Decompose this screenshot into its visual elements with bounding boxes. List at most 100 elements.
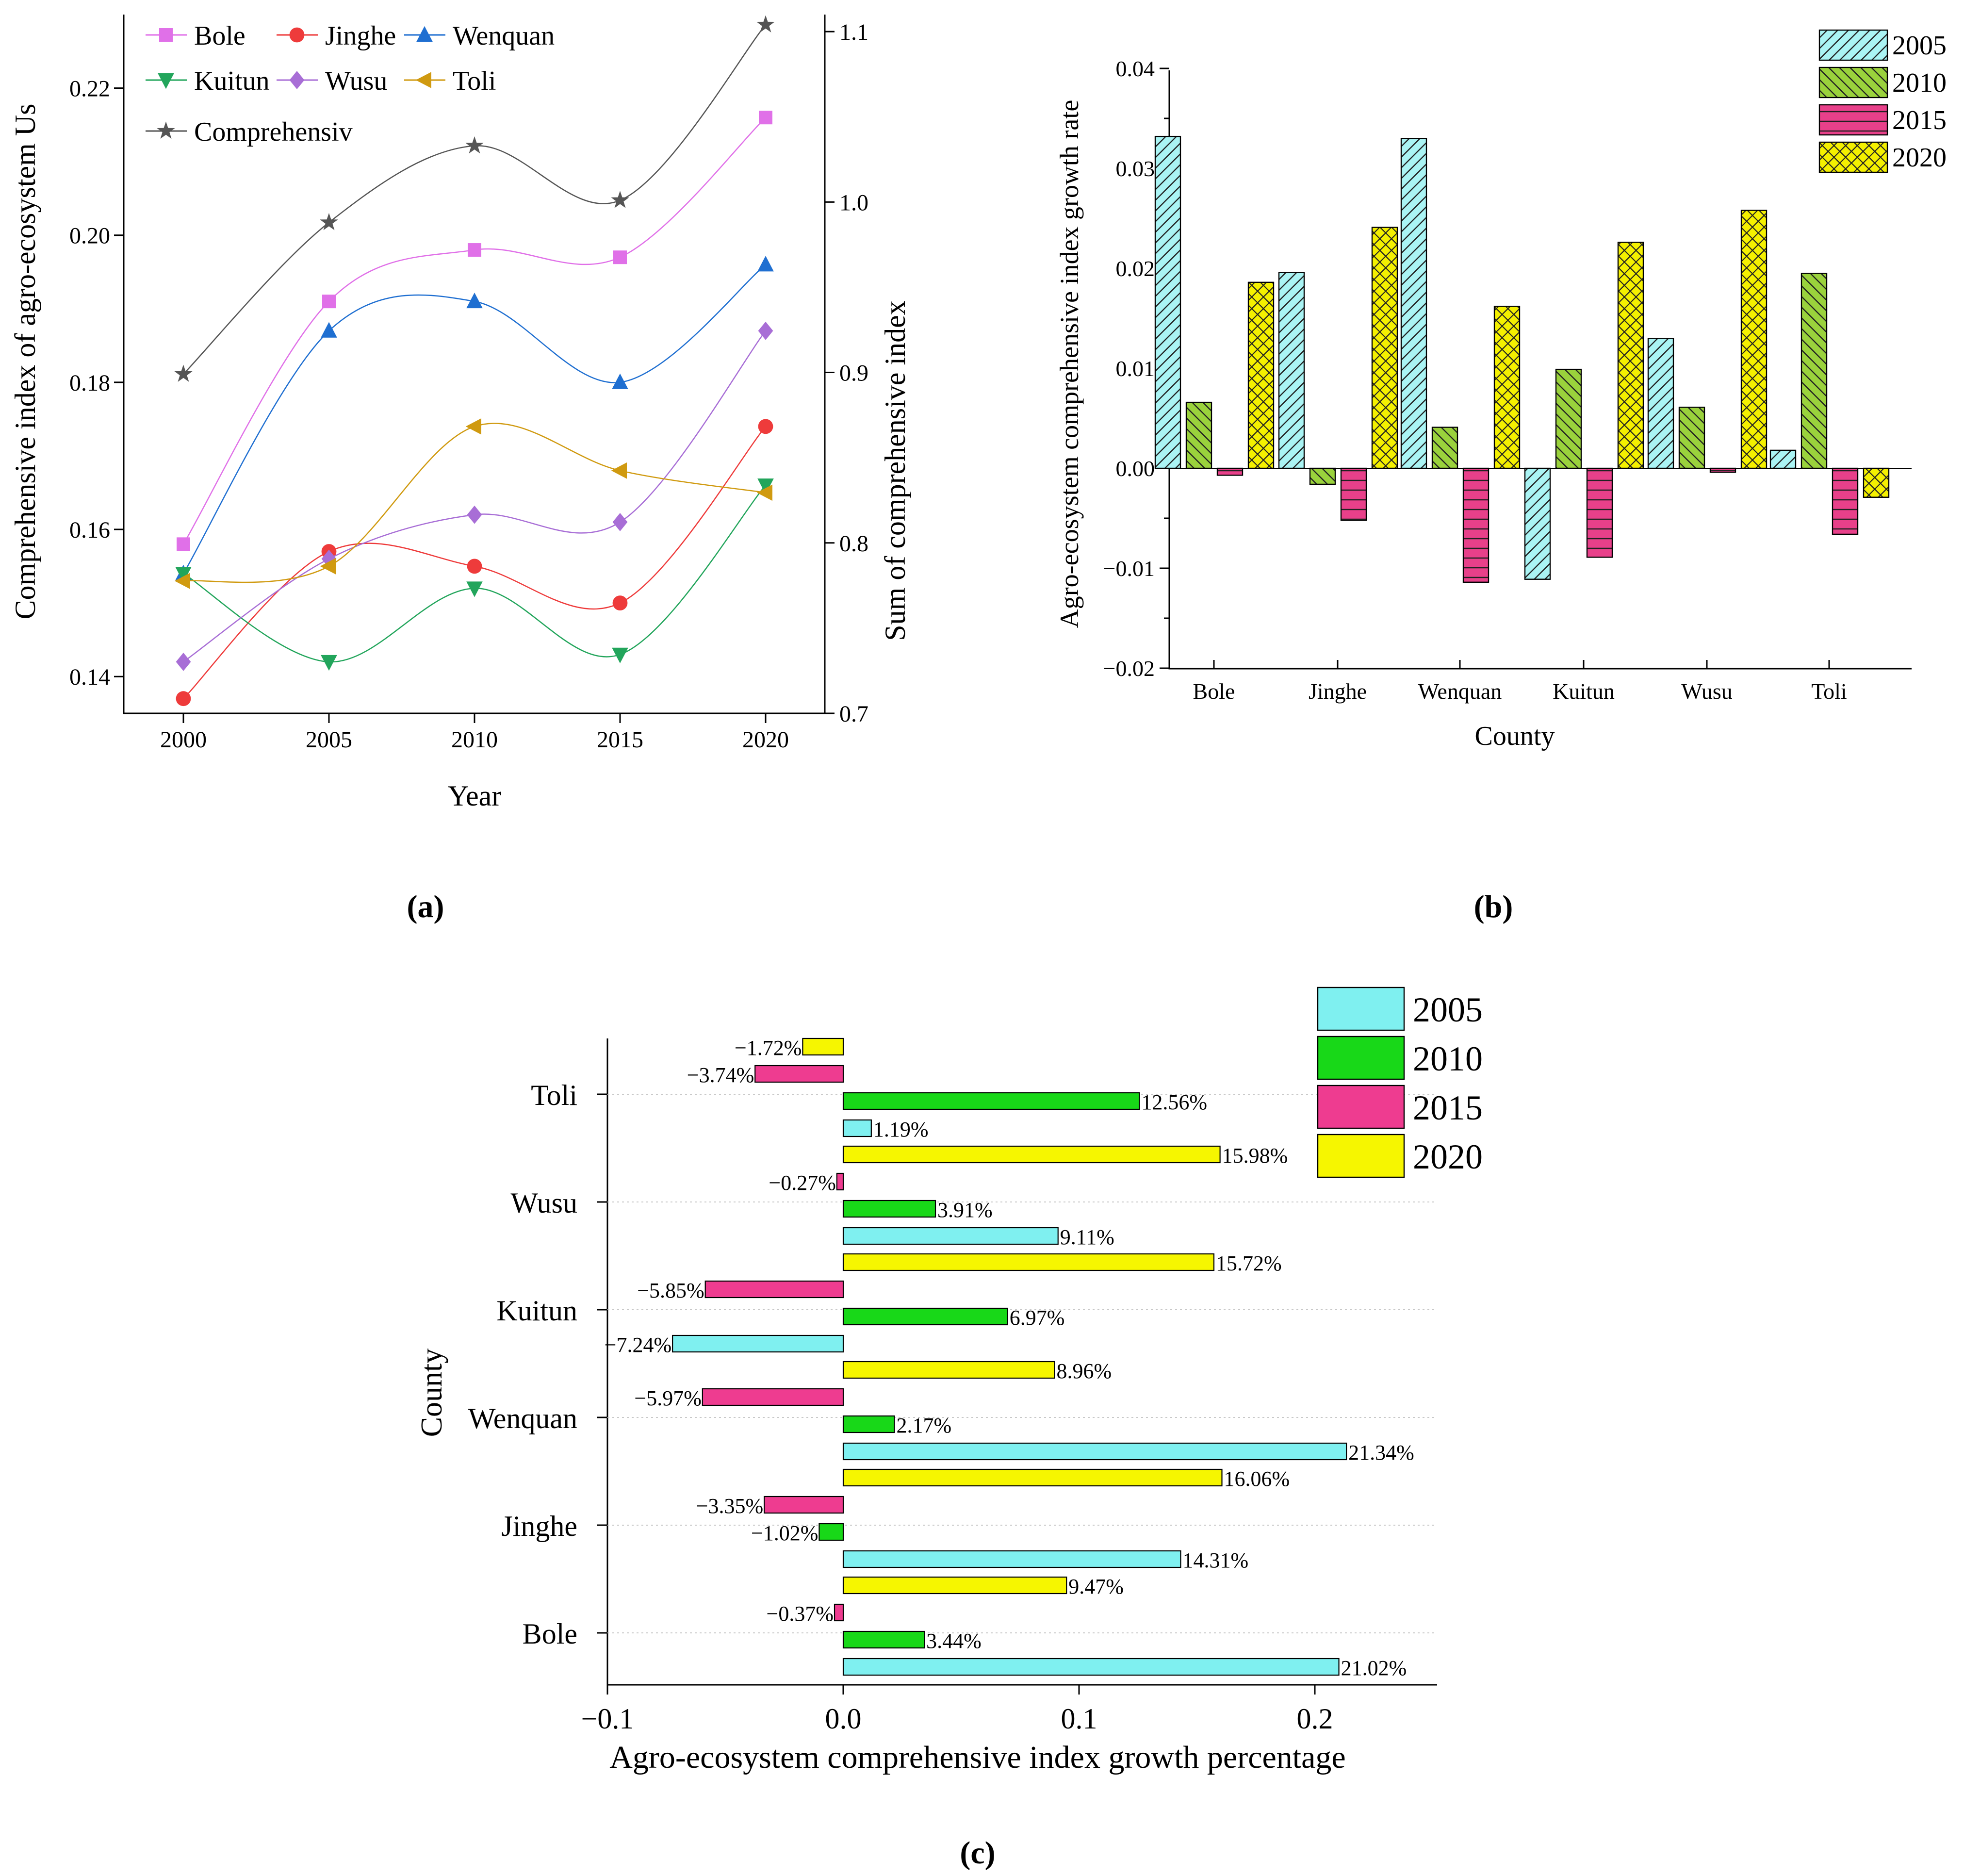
panel-a-legend-marker bbox=[416, 26, 433, 42]
panel-c-legend-swatch bbox=[1317, 987, 1405, 1031]
panel-c-bar-2005-jinghe bbox=[842, 1550, 1181, 1568]
panel-b-bar-hatch bbox=[1524, 467, 1551, 580]
panel-a-point-toli bbox=[465, 418, 481, 435]
panel-c-xtick-label: 0.2 bbox=[1297, 1703, 1333, 1735]
panel-b-ytick-label: −0.02 bbox=[1103, 656, 1155, 681]
panel-b-legend-label: 2020 bbox=[1892, 143, 1947, 173]
panel-b-bar-hatch bbox=[1340, 467, 1367, 521]
panel-b-ytick-label: 0.01 bbox=[1116, 356, 1155, 381]
panel-c-bar-2010-wenquan bbox=[842, 1415, 895, 1433]
panel-c-ytick-label: Wusu bbox=[510, 1187, 577, 1219]
panel-b-bar-hatch bbox=[1769, 449, 1797, 469]
panel-c-bar-2015-kuitun bbox=[704, 1280, 844, 1299]
panel-a-point-wenquan bbox=[321, 322, 337, 338]
panel-a-point-wenquan bbox=[757, 256, 774, 272]
panel-b-bar-hatch bbox=[1586, 467, 1613, 558]
panel-a-ytick-right-label: 0.8 bbox=[839, 531, 868, 557]
panel-a-point-bole bbox=[613, 250, 627, 264]
panel-c-bar-label: 1.19% bbox=[873, 1118, 929, 1141]
panel-a-ytick-label: 0.16 bbox=[69, 517, 110, 543]
panel-a-xtick-label: 2015 bbox=[597, 727, 643, 753]
panel-a-point-comprehensiv bbox=[756, 15, 775, 33]
panel-a-legend-marker bbox=[289, 71, 305, 89]
panel-b-bar-hatch bbox=[1863, 467, 1890, 498]
panel-b-ytick-label: 0.00 bbox=[1116, 456, 1155, 481]
panel-c-bar-2015-jinghe bbox=[764, 1496, 844, 1514]
panel-c-bar-label: 8.96% bbox=[1056, 1359, 1112, 1383]
panel-b-xtick-label: Kuitun bbox=[1553, 679, 1615, 704]
panel-a-point-wusu bbox=[758, 321, 773, 340]
panel-c-bar-label: 15.72% bbox=[1216, 1251, 1282, 1275]
panel-a-point-bole bbox=[322, 295, 336, 309]
panel-c-bar-label: 14.31% bbox=[1182, 1548, 1248, 1572]
panel-a-line-wenquan bbox=[182, 264, 766, 574]
panel-c-bar-2005-toli bbox=[842, 1119, 872, 1137]
panel-a-ytick-label: 0.20 bbox=[69, 223, 110, 249]
panel-a-legend-label: Jinghe bbox=[325, 21, 396, 51]
panel-b-xtick-label: Wenquan bbox=[1418, 679, 1502, 704]
panel-b-legend-label: 2010 bbox=[1892, 68, 1947, 98]
panel-b-bar-hatch bbox=[1462, 467, 1489, 583]
panel-a-legend-label: Toli bbox=[453, 66, 496, 96]
panel-a-point-comprehensiv bbox=[611, 191, 629, 208]
panel-c-label: (c) bbox=[960, 1835, 995, 1871]
panel-a-point-jinghe bbox=[176, 691, 191, 707]
panel-b-bar-hatch bbox=[1832, 467, 1859, 535]
panel-c-bar-label: 15.98% bbox=[1222, 1144, 1288, 1168]
panel-a-ylabel-right: Sum of comprehensive index bbox=[879, 300, 911, 641]
panel-c-xtick-label: −0.1 bbox=[581, 1703, 634, 1735]
panel-c-bar-2020-wusu bbox=[842, 1145, 1221, 1164]
panel-a-point-jinghe bbox=[612, 595, 628, 611]
panel-b-legend-label: 2015 bbox=[1892, 105, 1947, 135]
panel-a-point-wusu bbox=[321, 549, 337, 568]
panel-a-point-bole bbox=[177, 537, 190, 551]
panel-b-xtick-label: Toli bbox=[1811, 679, 1847, 704]
panel-a-point-jinghe bbox=[758, 419, 773, 434]
panel-c-plot: −0.1 0.0 0.1 0.2 Bole Jinghe Wenquan Kuitun Wusu… bbox=[468, 987, 1483, 1735]
panel-b-plot: −0.02 −0.01 0.00 0.01 0.02 0.03 0.04 Bole Jinghe… bbox=[1103, 29, 1947, 704]
panel-b-xtick-label: Wusu bbox=[1681, 679, 1732, 704]
panel-c-bar-label: −0.27% bbox=[769, 1171, 835, 1195]
panel-c-xtick-label: 0.1 bbox=[1061, 1703, 1097, 1735]
panel-c-bar-label: −1.02% bbox=[751, 1521, 818, 1545]
panel-b-bar-hatch bbox=[1278, 272, 1305, 469]
panel-c-bar-2015-toli bbox=[754, 1065, 844, 1083]
panel-a-point-toli bbox=[320, 558, 336, 575]
panel-a-label: (a) bbox=[407, 889, 444, 924]
panel-a-ylabel: Comprehensive index of agro-ecosystem Us bbox=[9, 103, 41, 619]
panel-a-point-toli bbox=[611, 462, 627, 479]
panel-a-point-wenquan bbox=[612, 373, 628, 389]
panel-c: −0.1 0.0 0.1 0.2 Bole Jinghe Wenquan Kuitun Wusu… bbox=[415, 987, 1483, 1871]
panel-c-bar-label: −0.37% bbox=[767, 1602, 834, 1626]
panel-a-point-wusu bbox=[612, 512, 628, 531]
panel-c-bar-2020-jinghe bbox=[842, 1468, 1223, 1487]
panel-a-legend-marker bbox=[289, 27, 305, 43]
panel-a-point-bole bbox=[468, 243, 481, 257]
panel-c-ytick-label: Bole bbox=[523, 1618, 577, 1650]
panel-a-line-bole bbox=[182, 117, 766, 545]
panel-b-bar-hatch bbox=[1647, 338, 1674, 469]
panel-a-ytick-right-label: 0.9 bbox=[839, 361, 868, 386]
panel-a-xtick-label: 2020 bbox=[742, 727, 789, 753]
panel-a-point-bole bbox=[759, 111, 772, 125]
panel-a-point-comprehensiv bbox=[174, 364, 193, 382]
panel-c-bar-label: −5.97% bbox=[634, 1386, 701, 1410]
panel-b-legend-swatch-hatch bbox=[1818, 66, 1888, 99]
panel-b-bar-hatch bbox=[1493, 306, 1521, 469]
panel-a-legend-label: Comprehensiv bbox=[194, 117, 353, 147]
panel-b-bar-hatch bbox=[1309, 467, 1336, 485]
panel-c-bar-label: −1.72% bbox=[735, 1036, 802, 1060]
panel-c-bar-2010-bole bbox=[842, 1630, 925, 1649]
panel-a-legend-marker bbox=[415, 72, 431, 88]
panel-c-bar-2015-bole bbox=[834, 1603, 844, 1622]
panel-a-point-comprehensiv bbox=[465, 136, 484, 154]
panel-c-bar-label: −3.35% bbox=[696, 1494, 763, 1518]
panel-b-xtick-label: Bole bbox=[1193, 679, 1235, 704]
panel-b-bar-hatch bbox=[1154, 135, 1181, 469]
panel-c-bar-2010-kuitun bbox=[842, 1307, 1008, 1326]
panel-b-ylabel: Agro-ecosystem comprehensive index growt… bbox=[1055, 100, 1084, 628]
panel-c-bar-label: −5.85% bbox=[637, 1279, 704, 1302]
panel-a-point-kuitun bbox=[175, 567, 192, 583]
panel-a-ytick-right-label: 1.0 bbox=[839, 190, 868, 215]
